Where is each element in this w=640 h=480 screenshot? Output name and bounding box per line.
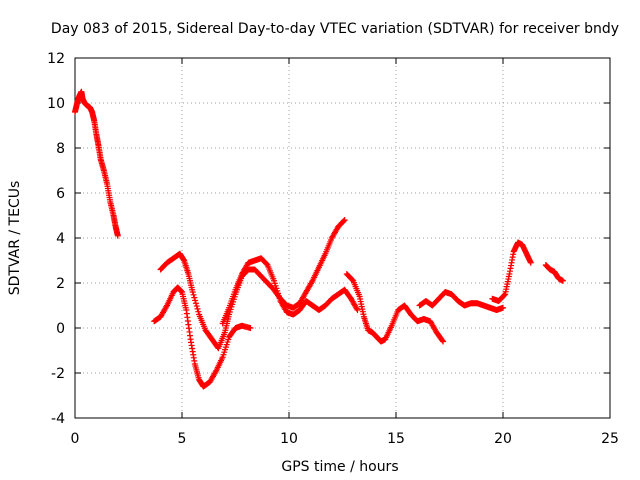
series-mid — [343, 271, 447, 345]
data-point — [194, 305, 201, 312]
data-point — [439, 337, 446, 344]
data-point — [440, 338, 447, 345]
x-tick-label: 20 — [494, 431, 512, 447]
series-arc-b — [157, 217, 348, 352]
data-points — [72, 88, 566, 390]
gridlines — [75, 58, 610, 418]
x-tick-label: 0 — [71, 431, 80, 447]
data-point — [192, 297, 199, 304]
x-tick-label: 5 — [178, 431, 187, 447]
y-tick-label: 4 — [56, 231, 65, 247]
data-point — [527, 259, 534, 266]
data-point — [189, 289, 196, 295]
x-tick-label: 10 — [280, 431, 298, 447]
series-late — [489, 239, 534, 304]
data-point — [195, 308, 202, 315]
data-point — [500, 304, 506, 311]
y-tick-label: -2 — [51, 366, 65, 382]
data-point — [341, 217, 348, 223]
y-tick-label: 0 — [56, 321, 65, 337]
y-tick-label: -4 — [51, 411, 65, 427]
series-mid-b — [416, 289, 506, 313]
y-axis-label: SDTVAR / TECUs — [7, 181, 23, 296]
data-point — [190, 291, 197, 298]
y-tick-labels: -4 -2 0 2 4 6 8 10 12 — [47, 51, 65, 427]
series-early — [72, 88, 121, 239]
data-point — [354, 307, 361, 313]
data-point — [501, 292, 508, 299]
data-point — [340, 217, 347, 224]
y-tick-label: 10 — [47, 96, 65, 112]
y-tick-label: 2 — [56, 276, 65, 292]
data-point — [193, 303, 200, 310]
y-tick-label: 6 — [56, 186, 65, 202]
data-point — [192, 300, 199, 307]
x-tick-labels: 0 5 10 15 20 25 — [71, 431, 619, 447]
y-tick-label: 8 — [56, 141, 65, 157]
series-arc-a — [151, 284, 254, 390]
series-arc-c — [219, 255, 361, 327]
axis-ticks — [74, 57, 611, 419]
chart-title: Day 083 of 2015, Sidereal Day-to-day VTE… — [51, 21, 619, 37]
data-point — [559, 277, 566, 284]
x-tick-label: 25 — [601, 431, 619, 447]
series-end — [542, 262, 566, 284]
data-point — [247, 325, 254, 331]
data-point — [114, 232, 121, 239]
x-axis-label: GPS time / hours — [281, 459, 398, 475]
data-point — [191, 294, 198, 301]
y-tick-label: 12 — [47, 51, 65, 67]
x-tick-label: 15 — [387, 431, 405, 447]
